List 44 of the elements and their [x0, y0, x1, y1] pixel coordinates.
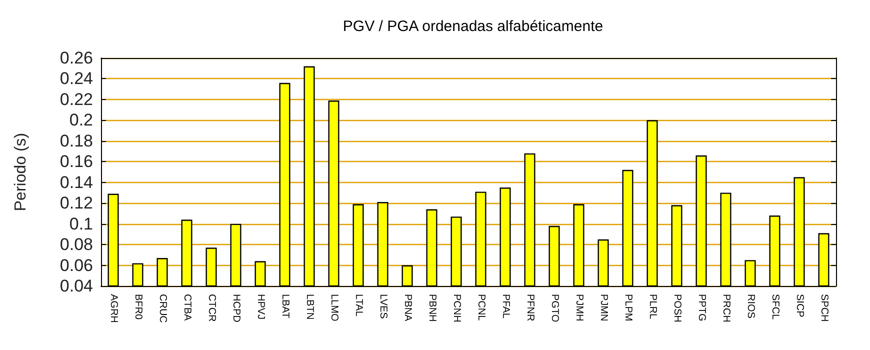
x-tick-label: CTBA [181, 294, 192, 321]
y-tick-label: 0.2 [69, 110, 93, 130]
x-tick-label: BFR0 [132, 294, 144, 320]
x-tick-label: PBNA [402, 294, 413, 322]
x-tick-label: CRUC [156, 294, 168, 323]
x-tick-label: HPVJ [254, 294, 266, 320]
x-tick-label: POSH [671, 294, 682, 322]
x-tick-label: PPTG [696, 294, 707, 322]
x-tick-label: PLPM [622, 294, 634, 322]
y-tick-label: 0.12 [60, 194, 93, 213]
y-tick-label: 0.24 [60, 69, 93, 88]
x-tick-label: PFAL [500, 294, 511, 319]
chart-title: PGV / PGA ordenadas alfabéticamente [342, 18, 604, 35]
x-tick-label: AGRH [108, 294, 119, 323]
y-tick-label: 0.26 [60, 48, 93, 68]
x-tick-label: PLRL [646, 294, 658, 320]
y-tick-label: 0.04 [60, 276, 93, 296]
y-tick-label: 0.16 [60, 152, 93, 172]
y-tick-label: 0.14 [60, 172, 93, 192]
y-tick-label: 0.22 [60, 90, 93, 109]
x-tick-label: CTCR [206, 294, 217, 322]
x-tick-label: PCNH [450, 294, 462, 322]
y-tick-label: 0.1 [69, 214, 93, 234]
x-tick-label: PCNL [475, 294, 486, 322]
x-tick-label: HCPD [230, 294, 242, 322]
y-tick-label: 0.06 [60, 256, 93, 275]
x-tick-label: LVES [377, 294, 388, 320]
x-tick-label: SFCL [769, 294, 780, 320]
x-tick-label: PJMN [598, 294, 609, 322]
x-tick-label: LBAT [279, 294, 290, 318]
y-tick-label: 0.08 [60, 235, 93, 254]
y-axis-title: Periodo (s) [12, 132, 30, 212]
x-tick-label: LBTN [304, 294, 315, 320]
y-tick-label: 0.18 [60, 131, 93, 150]
x-tick-label: SICP [794, 294, 805, 318]
x-tick-label: LLMO [328, 294, 340, 322]
x-tick-label: LTAL [352, 294, 364, 317]
x-tick-label: SPCH [818, 294, 830, 322]
x-tick-label: PJMH [573, 294, 584, 322]
x-tick-label: PRCH [720, 294, 732, 322]
x-tick-label: PFNR [524, 294, 536, 322]
x-tick-label: RIOS [744, 294, 756, 319]
x-tick-label: PBNH [426, 294, 438, 322]
x-tick-label: PGTO [548, 294, 560, 322]
